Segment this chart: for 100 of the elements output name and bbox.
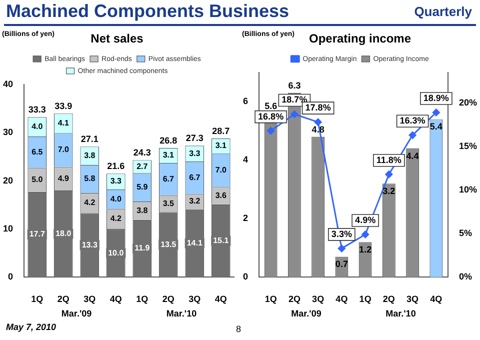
text: Mar.'09: [61, 308, 92, 318]
point: [408, 131, 416, 139]
data-label: 11.8%: [376, 154, 402, 165]
x-tick-label: 1Q: [359, 294, 372, 304]
total-label: 33.9: [54, 100, 72, 111]
x-tick-label: 4Q: [214, 294, 227, 304]
point: [338, 244, 346, 252]
y-tick-label: 20: [2, 175, 14, 186]
data-label: 3.8: [84, 150, 96, 160]
data-label: 3.8: [136, 206, 148, 215]
point: [385, 170, 393, 178]
data-label: 4.9: [58, 174, 70, 183]
data-label: 4.0: [110, 194, 122, 204]
y-tick-label: 6: [242, 96, 248, 106]
data-label: 4.1: [58, 118, 70, 128]
x-tick-label: 2Q: [288, 294, 300, 304]
x-tick-label: 1Q: [264, 294, 277, 304]
point: [314, 118, 322, 126]
x-tick-label: 4Q: [110, 294, 122, 304]
data-label: 3.2: [382, 186, 396, 196]
text: May 7, 2010: [6, 322, 56, 332]
data-label: 5.0: [32, 175, 44, 184]
y-tick-label: 30: [2, 127, 14, 138]
text: Mar.'10: [166, 308, 197, 318]
data-label: 18.0: [56, 229, 72, 238]
data-label: 6.7: [189, 172, 201, 182]
x-tick-label: 2Q: [382, 294, 395, 304]
data-label: 16.3%: [400, 116, 426, 126]
data-label: 6.7: [162, 174, 174, 184]
data-label: 3.1: [215, 141, 227, 150]
data-label: 0.7: [335, 259, 348, 270]
total-label: 26.8: [160, 136, 178, 146]
y2-tick-label: 20%: [458, 97, 477, 108]
total-label: 27.3: [186, 133, 204, 144]
data-label: 6.3: [288, 80, 301, 90]
x-tick-label: 1Q: [31, 294, 44, 304]
total-label: 27.1: [80, 134, 98, 144]
text: Mar.'10: [386, 308, 416, 318]
text: Mar.'09: [291, 308, 322, 318]
data-label: 5.9: [136, 182, 148, 192]
data-label: 14.1: [186, 238, 203, 248]
data-label: 16.8%: [258, 111, 284, 122]
data-label: 4.9%: [355, 214, 376, 225]
data-label: 5.6: [264, 100, 278, 111]
chart-title: Operating income: [308, 32, 412, 46]
data-label: 5.4: [430, 122, 442, 132]
data-label: 13.3: [82, 240, 98, 250]
text: 8: [236, 324, 242, 334]
y-tick-label: 40: [2, 78, 14, 89]
data-label: 17.7: [29, 230, 46, 239]
total-label: 28.7: [212, 126, 230, 136]
data-label: 1.2: [359, 244, 372, 255]
total-label: 21.6: [107, 161, 125, 172]
x-tick-label: 1Q: [136, 294, 148, 304]
data-label: 6.5: [32, 147, 44, 156]
data-label: 18.9%: [423, 92, 449, 103]
data-label: 3.6: [215, 190, 227, 200]
data-label: 4.4: [406, 150, 419, 161]
x-tick-label: 3Q: [312, 294, 324, 304]
point: [362, 230, 370, 238]
total-label: 24.3: [133, 148, 151, 158]
data-label: 4.2: [84, 198, 96, 208]
data-label: 18.7%: [282, 94, 308, 105]
y-tick-label: 0: [8, 272, 14, 282]
y2-tick-label: 15%: [458, 140, 477, 151]
y2-tick-label: 5%: [458, 228, 472, 238]
x-tick-label: 2Q: [57, 294, 70, 304]
total-label: 33.3: [28, 104, 46, 115]
data-label: 7.0: [215, 165, 227, 174]
data-label: 3.3: [189, 148, 201, 158]
data-label: 3.3%: [331, 228, 352, 239]
data-label: 3.5: [162, 198, 174, 208]
y-tick-label: 10: [2, 223, 14, 234]
data-label: 10.0: [108, 248, 124, 258]
data-label: 4.2: [110, 214, 122, 224]
data-label: 5.8: [84, 174, 96, 184]
data-label: 3.1: [162, 150, 174, 160]
text: Machined Components Business: [6, 1, 290, 22]
y-tick-label: 4: [242, 154, 248, 165]
x-tick-label: 2Q: [162, 294, 174, 304]
data-label: 3.2: [189, 196, 201, 206]
data-label: 15.1: [213, 236, 230, 246]
x-tick-label: 4Q: [430, 294, 442, 304]
y-tick-label: 0: [242, 272, 248, 282]
data-label: 2.7: [136, 162, 148, 171]
y-tick-label: 2: [242, 213, 248, 224]
point: [290, 110, 298, 118]
x-tick-label: 4Q: [336, 294, 348, 304]
data-label: 7.0: [58, 145, 70, 154]
data-label: 4.0: [32, 122, 44, 132]
point: [267, 127, 275, 135]
chart-title: Net sales: [90, 32, 144, 46]
y2-tick-label: 10%: [458, 184, 477, 195]
y2-tick-label: 0%: [458, 272, 472, 282]
data-label: 17.8%: [305, 102, 331, 113]
x-tick-label: 3Q: [84, 294, 96, 304]
text: Quarterly: [414, 4, 472, 19]
x-tick-label: 3Q: [406, 294, 419, 304]
point: [432, 108, 440, 116]
data-label: 13.5: [160, 240, 177, 249]
